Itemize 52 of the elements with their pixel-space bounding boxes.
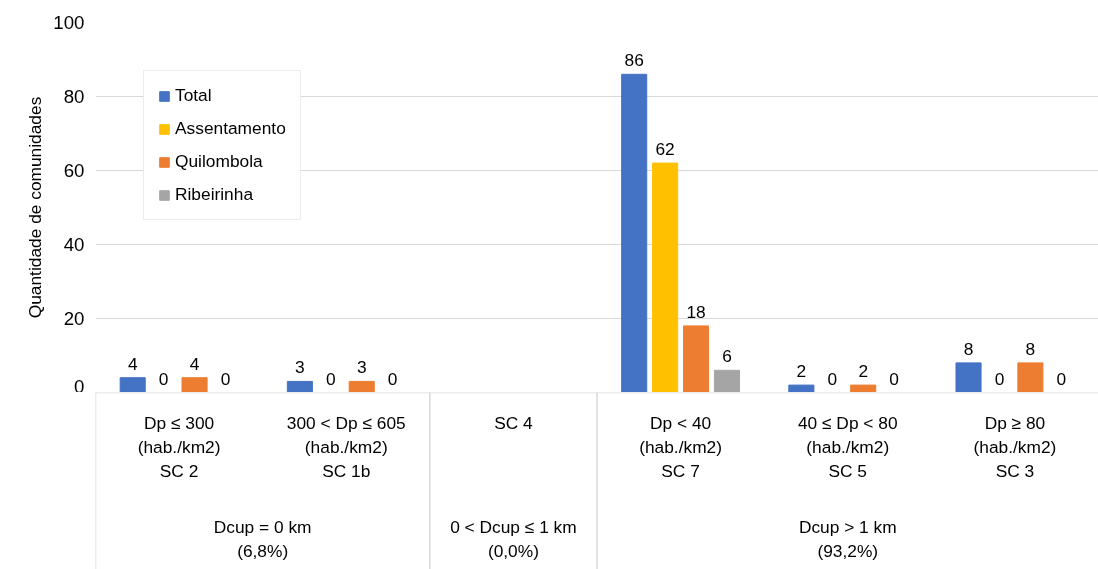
data-label: 8 bbox=[963, 338, 974, 359]
y-axis-title: Quantidade de comunidades bbox=[25, 96, 46, 319]
bar bbox=[652, 162, 679, 392]
data-label: 3 bbox=[295, 357, 305, 378]
data-label: 8 bbox=[1025, 338, 1036, 359]
y-tick-label: 80 bbox=[63, 86, 85, 107]
data-label: 62 bbox=[655, 139, 675, 160]
data-label: 4 bbox=[189, 353, 200, 374]
legend-label: Assentamento bbox=[175, 118, 286, 139]
text: Dcup > 1 km (93,2%) bbox=[798, 516, 897, 561]
data-label: 0 bbox=[387, 368, 398, 389]
data-label: 0 bbox=[220, 368, 231, 389]
bar bbox=[621, 73, 648, 392]
bar bbox=[683, 325, 710, 392]
data-label: 3 bbox=[356, 357, 367, 378]
data-label: 0 bbox=[158, 368, 169, 389]
y-tick-label: 40 bbox=[63, 234, 85, 255]
bar bbox=[713, 369, 741, 392]
y-tick-label: 20 bbox=[63, 308, 85, 329]
legend-label: Quilombola bbox=[175, 151, 263, 172]
data-label: 18 bbox=[686, 301, 706, 322]
x-tick-label: Dp ≥ 80 (hab./km2) SC 3 bbox=[973, 412, 1057, 481]
bar bbox=[955, 362, 982, 392]
y-tick-label: 60 bbox=[63, 160, 85, 181]
bar bbox=[181, 377, 208, 392]
text: 0 < Dcup ≤ 1 km (0,0%) bbox=[450, 516, 577, 561]
x-tick-label: 300 < Dp ≤ 605 (hab./km2) SC 1b bbox=[286, 412, 406, 481]
x-tick-label: SC 4 bbox=[494, 412, 534, 433]
data-label: 6 bbox=[722, 346, 732, 367]
data-label: 0 bbox=[994, 368, 1005, 389]
data-label: 2 bbox=[796, 361, 807, 382]
y-tick-label: 100 bbox=[53, 12, 85, 33]
bar bbox=[788, 384, 815, 392]
bar bbox=[348, 380, 375, 392]
data-label: 0 bbox=[827, 368, 838, 389]
data-label: 0 bbox=[1056, 368, 1067, 389]
bar bbox=[286, 380, 313, 392]
text: Dcup = 0 km (6,8%) bbox=[213, 516, 312, 561]
x-tick-label: Dp ≤ 300 (hab./km2) SC 2 bbox=[137, 412, 221, 481]
x-tick-label: Dp < 40 (hab./km2) SC 7 bbox=[639, 412, 722, 481]
bar bbox=[119, 377, 146, 392]
bar bbox=[1017, 362, 1044, 392]
bar bbox=[850, 384, 877, 392]
data-label: 2 bbox=[858, 361, 869, 382]
y-tick-label: 0 bbox=[74, 375, 85, 397]
data-label: 0 bbox=[889, 368, 899, 389]
legend-label: Total bbox=[175, 85, 212, 106]
x-tick-label: 40 ≤ Dp < 80 (hab./km2) SC 5 bbox=[797, 412, 898, 481]
legend-label: Ribeirinha bbox=[175, 184, 254, 205]
data-label: 0 bbox=[325, 368, 336, 389]
data-label: 86 bbox=[624, 50, 644, 71]
data-label: 4 bbox=[127, 353, 138, 374]
